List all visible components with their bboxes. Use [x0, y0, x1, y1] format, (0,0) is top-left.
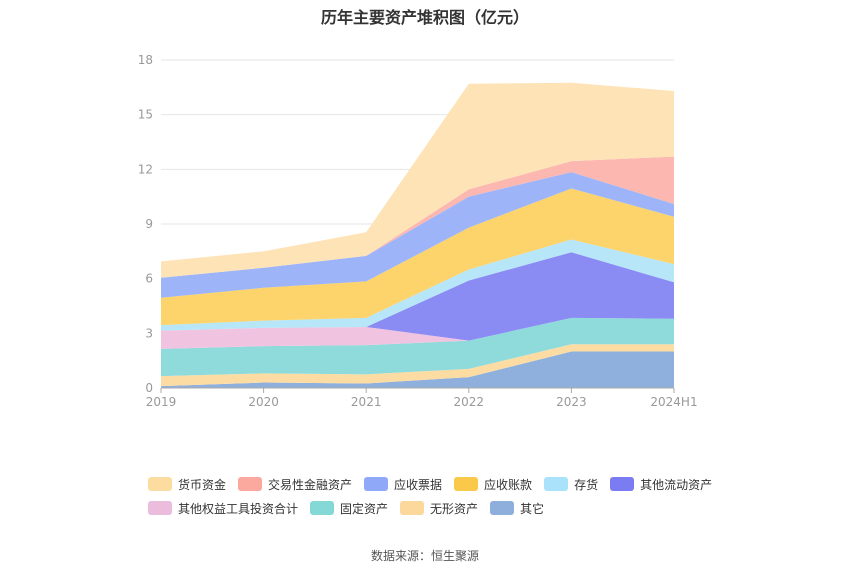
- y-tick-label: 12: [138, 162, 153, 176]
- series-area-0[interactable]: [161, 351, 674, 388]
- legend-swatch: [490, 501, 515, 515]
- x-tick-label: 2020: [248, 395, 279, 409]
- legend-swatch: [610, 477, 635, 491]
- series-area-9[interactable]: [161, 82, 674, 278]
- legend-swatch: [148, 501, 172, 515]
- series-areas: [161, 82, 674, 388]
- stacked-area-chart: 0 3 6 9 12 15 18 2019 2020 2021 2022 2023 2024H1: [138, 53, 698, 409]
- legend-label: 其它: [520, 501, 545, 516]
- legend-label: 其他权益工具投资合计: [178, 501, 299, 516]
- legend-label: 其他流动资产: [640, 477, 713, 492]
- legend-swatch: [400, 501, 425, 515]
- legend-label: 存货: [574, 477, 599, 492]
- legend-item[interactable]: 无形资产: [400, 500, 478, 517]
- y-tick-label: 15: [138, 108, 153, 122]
- legend: 货币资金 交易性金融资产 应收票据 应收账款 存货 其他流动资产其他权益工具投资合计 固定资…: [148, 472, 748, 520]
- legend-swatch: [364, 477, 389, 491]
- legend-item[interactable]: 存货: [544, 476, 598, 493]
- legend-item[interactable]: 应收票据: [364, 476, 442, 493]
- legend-item[interactable]: 固定资产: [310, 500, 388, 517]
- legend-item[interactable]: 其它: [490, 500, 544, 517]
- legend-swatch: [238, 477, 263, 491]
- series-area-6[interactable]: [161, 188, 674, 326]
- legend-label: 货币资金: [178, 477, 227, 492]
- data-source: 数据来源：恒生聚源: [370, 549, 479, 563]
- x-axis-ticks: 2019 2020 2021 2022 2023 2024H1: [146, 395, 698, 409]
- series-area-7[interactable]: [161, 172, 674, 298]
- series-area-1[interactable]: [161, 344, 674, 387]
- legend-item[interactable]: 货币资金: [148, 476, 226, 493]
- legend-swatch: [454, 477, 479, 491]
- y-axis-ticks: 0 3 6 9 12 15 18: [138, 53, 153, 395]
- x-tick-label: 2021: [351, 395, 382, 409]
- x-axis: [160, 387, 675, 393]
- legend-swatch: [148, 477, 172, 491]
- legend-label: 应收票据: [394, 477, 443, 492]
- x-tick-label: 2024H1: [650, 395, 697, 409]
- series-area-3[interactable]: [161, 317, 674, 349]
- legend-row: 货币资金 交易性金融资产 应收票据 应收账款 存货 其他流动资产: [148, 472, 748, 496]
- legend-item[interactable]: 其他权益工具投资合计: [148, 500, 298, 517]
- legend-item[interactable]: 应收账款: [454, 476, 532, 493]
- legend-label: 应收账款: [484, 477, 533, 492]
- y-tick-label: 6: [145, 272, 153, 286]
- legend-swatch: [310, 501, 335, 515]
- legend-row: 其他权益工具投资合计 固定资产 无形资产 其它: [148, 496, 748, 520]
- x-tick-label: 2019: [146, 395, 177, 409]
- x-tick-label: 2023: [556, 395, 587, 409]
- y-tick-label: 0: [145, 381, 153, 395]
- legend-label: 交易性金融资产: [268, 477, 353, 492]
- series-area-8[interactable]: [161, 156, 674, 278]
- legend-item[interactable]: 交易性金融资产: [238, 476, 352, 493]
- legend-swatch: [544, 477, 569, 491]
- x-tick-label: 2022: [454, 395, 485, 409]
- chart-title: 历年主要资产堆积图（亿元）: [320, 8, 529, 27]
- y-tick-label: 9: [145, 217, 153, 231]
- series-area-4[interactable]: [161, 252, 674, 341]
- legend-label: 无形资产: [430, 501, 479, 516]
- y-tick-label: 3: [145, 326, 153, 340]
- legend-item[interactable]: 其他流动资产: [610, 476, 712, 493]
- legend-label: 固定资产: [340, 501, 389, 516]
- series-area-2[interactable]: [161, 317, 674, 377]
- y-tick-label: 18: [138, 53, 153, 67]
